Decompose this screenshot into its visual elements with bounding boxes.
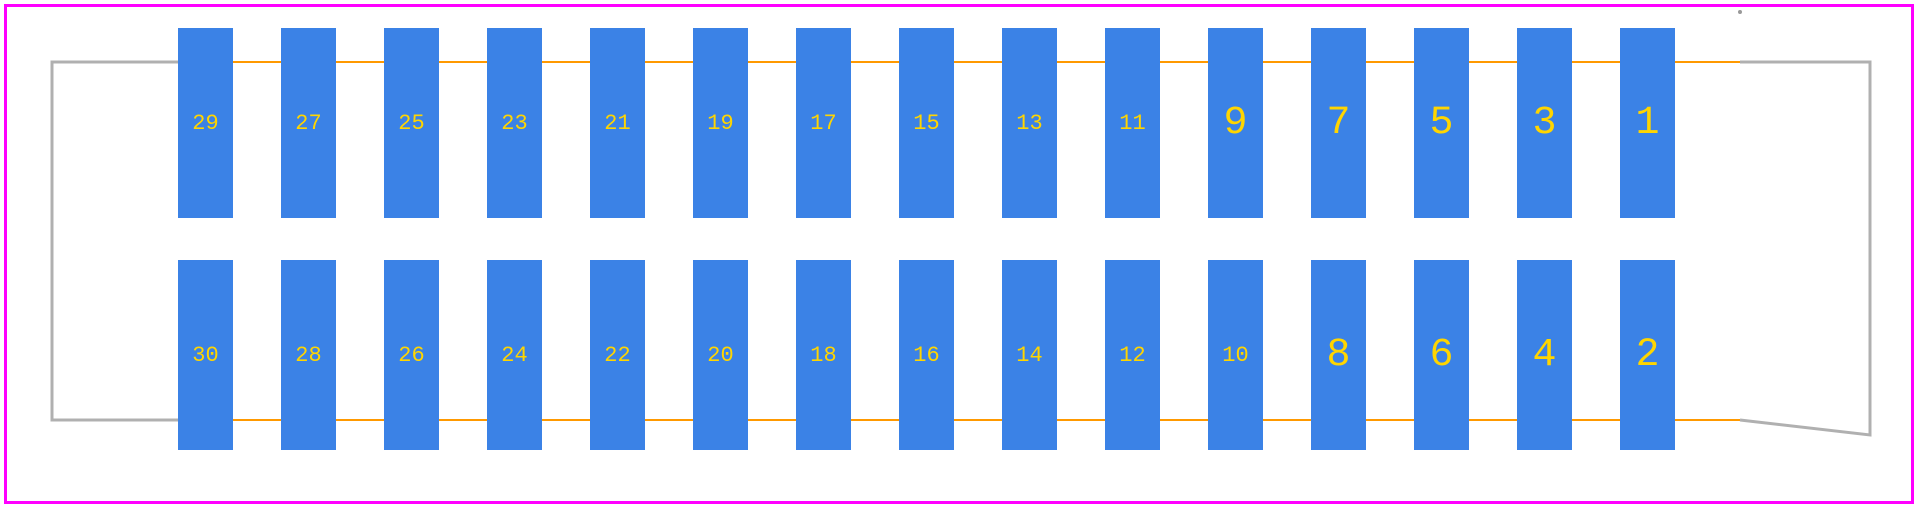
pad-label: 5 — [1429, 101, 1453, 146]
pad-2: 2 — [1620, 260, 1675, 450]
pad-label: 1 — [1635, 101, 1659, 146]
pad-label: 30 — [192, 343, 218, 368]
pad-4: 4 — [1517, 260, 1572, 450]
pad-label: 26 — [398, 343, 424, 368]
pad-label: 28 — [295, 343, 321, 368]
pad-23: 23 — [487, 28, 542, 218]
pad-8: 8 — [1311, 260, 1366, 450]
pad-label: 27 — [295, 111, 321, 136]
pad-20: 20 — [693, 260, 748, 450]
pad-label: 18 — [810, 343, 836, 368]
pad-22: 22 — [590, 260, 645, 450]
pad-label: 16 — [913, 343, 939, 368]
pad-label: 2 — [1635, 333, 1659, 378]
pad-3: 3 — [1517, 28, 1572, 218]
pad-14: 14 — [1002, 260, 1057, 450]
pad-label: 15 — [913, 111, 939, 136]
pad-15: 15 — [899, 28, 954, 218]
pad-28: 28 — [281, 260, 336, 450]
pad-6: 6 — [1414, 260, 1469, 450]
pad-29: 29 — [178, 28, 233, 218]
pad-9: 9 — [1208, 28, 1263, 218]
pad-label: 19 — [707, 111, 733, 136]
pad-label: 17 — [810, 111, 836, 136]
pad-24: 24 — [487, 260, 542, 450]
pad-label: 29 — [192, 111, 218, 136]
pad-25: 25 — [384, 28, 439, 218]
pad-label: 7 — [1326, 101, 1350, 146]
pad-18: 18 — [796, 260, 851, 450]
pad-26: 26 — [384, 260, 439, 450]
pad-label: 13 — [1016, 111, 1042, 136]
pad-label: 11 — [1119, 111, 1145, 136]
pad-label: 10 — [1222, 343, 1248, 368]
pad-11: 11 — [1105, 28, 1160, 218]
pad-30: 30 — [178, 260, 233, 450]
pad-label: 20 — [707, 343, 733, 368]
pad-13: 13 — [1002, 28, 1057, 218]
pad-19: 19 — [693, 28, 748, 218]
pad-label: 8 — [1326, 333, 1350, 378]
pad-label: 12 — [1119, 343, 1145, 368]
pad-label: 6 — [1429, 333, 1453, 378]
pad-27: 27 — [281, 28, 336, 218]
pad-5: 5 — [1414, 28, 1469, 218]
pad-17: 17 — [796, 28, 851, 218]
pad-21: 21 — [590, 28, 645, 218]
pad-label: 23 — [501, 111, 527, 136]
pad-label: 22 — [604, 343, 630, 368]
pad-label: 3 — [1532, 101, 1556, 146]
pad-10: 10 — [1208, 260, 1263, 450]
pad-label: 14 — [1016, 343, 1042, 368]
pad-16: 16 — [899, 260, 954, 450]
pad-12: 12 — [1105, 260, 1160, 450]
pad-7: 7 — [1311, 28, 1366, 218]
pad-label: 21 — [604, 111, 630, 136]
pad-label: 24 — [501, 343, 527, 368]
pad-1: 1 — [1620, 28, 1675, 218]
pad-label: 9 — [1223, 101, 1247, 146]
pad-label: 25 — [398, 111, 424, 136]
pad-label: 4 — [1532, 333, 1556, 378]
